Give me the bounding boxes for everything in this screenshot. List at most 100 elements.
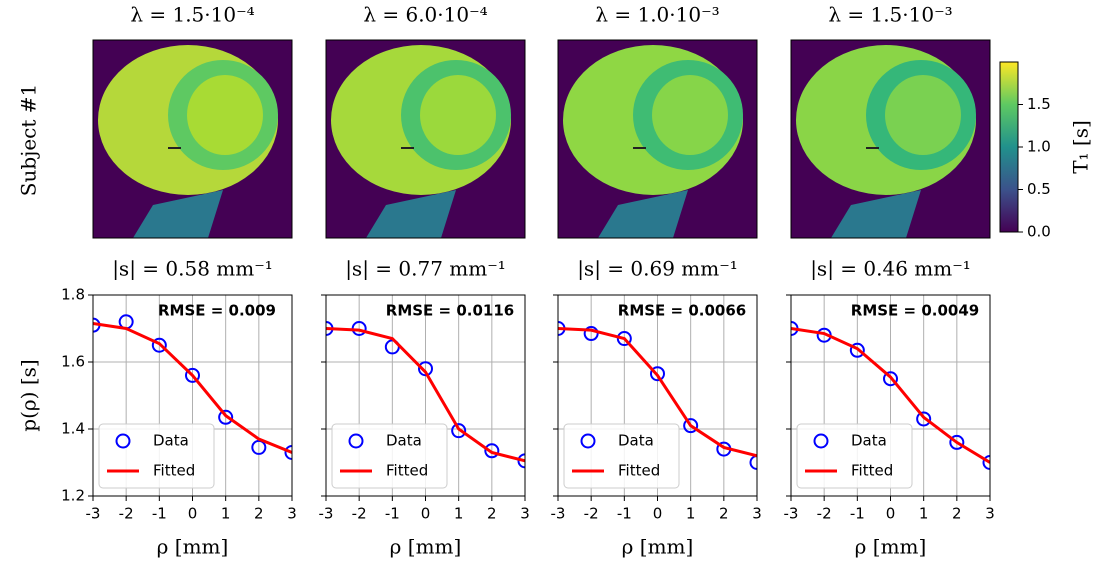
y-tick-label: 1.8 — [61, 286, 85, 304]
data-point — [916, 411, 932, 427]
annotation: RMSE = 0.009 — [158, 302, 276, 320]
data-point — [418, 361, 433, 377]
chart-title: |s| = 0.77 mm⁻¹ — [345, 257, 506, 282]
image-lower-tissue — [831, 190, 921, 238]
x-tick-label: -1 — [152, 505, 167, 523]
x-tick-label: -3 — [319, 505, 334, 523]
image-lower-tissue — [366, 190, 456, 238]
legend-label: Fitted — [851, 462, 893, 480]
x-tick-label: 3 — [985, 505, 995, 523]
legend-label: Fitted — [386, 462, 428, 480]
legend-label: Data — [386, 432, 422, 450]
x-tick-label: 1 — [454, 505, 464, 523]
x-tick-label: -2 — [584, 505, 599, 523]
x-axis-label: ρ [mm] — [157, 535, 229, 559]
x-tick-label: 2 — [952, 505, 962, 523]
fitted-line — [791, 327, 990, 464]
legend-label: Fitted — [618, 462, 660, 480]
x-tick-label: 3 — [287, 505, 297, 523]
colorbar — [999, 61, 1019, 233]
x-axis-label: ρ [mm] — [855, 535, 927, 559]
image-frame — [557, 39, 758, 239]
data-point — [218, 409, 234, 425]
axes-frame — [790, 294, 991, 497]
data-point — [982, 455, 990, 470]
annotation: RMSE = 0.0066 — [618, 302, 746, 320]
image-title: λ = 1.5·10⁻⁴ — [130, 3, 254, 27]
chart-title: |s| = 0.69 mm⁻¹ — [577, 257, 738, 282]
colorbar-tick-label: 0.5 — [1027, 180, 1051, 198]
data-point — [185, 367, 200, 383]
colorbar-tick-label: 1.5 — [1027, 95, 1051, 113]
x-tick-label: -2 — [352, 505, 367, 523]
data-point — [849, 342, 865, 358]
image-frame — [790, 39, 991, 239]
x-tick-label: -1 — [385, 505, 400, 523]
image-ventricle — [420, 75, 496, 155]
colorbar-tick-label: 1.0 — [1027, 138, 1051, 156]
legend-label: Fitted — [153, 462, 195, 480]
x-axis-label: ρ [mm] — [622, 535, 694, 559]
image-panel — [325, 39, 526, 239]
y-tick-label: 1.2 — [61, 487, 85, 505]
annotation: RMSE = 0.0049 — [851, 302, 979, 320]
x-tick-label: -1 — [850, 505, 865, 523]
image-panel — [92, 39, 293, 239]
image-ventricle — [187, 75, 263, 155]
fitted-line — [93, 321, 292, 454]
image-lower-tissue — [598, 190, 688, 238]
image-lower-tissue — [133, 190, 223, 238]
fitted-line — [558, 327, 757, 458]
data-point — [683, 418, 699, 434]
image-title: λ = 6.0·10⁻⁴ — [363, 3, 487, 27]
x-tick-label: 0 — [886, 505, 896, 523]
legend-marker — [115, 433, 131, 449]
legend-label: Data — [153, 432, 189, 450]
x-tick-label: 3 — [752, 505, 762, 523]
axes-frame — [92, 294, 293, 497]
colorbar-tick-label: 0.0 — [1027, 223, 1051, 241]
data-point — [517, 453, 525, 469]
x-tick-label: 0 — [188, 505, 198, 523]
data-point — [949, 434, 965, 450]
x-tick-label: 0 — [653, 505, 663, 523]
image-ventricle — [885, 75, 961, 155]
legend-marker — [580, 433, 596, 449]
row-label: Subject #1 — [17, 84, 41, 197]
x-tick-label: -3 — [784, 505, 799, 523]
x-tick-label: 2 — [719, 505, 729, 523]
data-point — [251, 439, 267, 455]
chart-title: |s| = 0.46 mm⁻¹ — [810, 257, 971, 282]
legend-label: Data — [851, 432, 887, 450]
y-axis-label: p(ρ) [s] — [17, 359, 41, 431]
image-panel — [557, 39, 758, 239]
image-title: λ = 1.5·10⁻³ — [828, 3, 952, 27]
y-tick-label: 1.4 — [61, 420, 85, 438]
x-tick-label: -3 — [551, 505, 566, 523]
x-tick-label: 2 — [254, 505, 264, 523]
image-panel — [790, 39, 991, 239]
data-point — [451, 423, 467, 439]
x-tick-label: 0 — [421, 505, 431, 523]
image-title: λ = 1.0·10⁻³ — [595, 3, 719, 27]
x-tick-label: 1 — [221, 505, 231, 523]
x-tick-label: 1 — [919, 505, 929, 523]
annotation: RMSE = 0.0116 — [386, 302, 514, 320]
image-ventricle — [652, 75, 728, 155]
legend-marker — [348, 433, 364, 449]
data-point — [484, 443, 500, 459]
chart-title: |s| = 0.58 mm⁻¹ — [112, 257, 273, 282]
x-tick-label: -2 — [817, 505, 832, 523]
axes-frame — [325, 294, 526, 497]
image-frame — [92, 39, 293, 239]
data-point — [151, 337, 167, 353]
data-point — [284, 444, 292, 460]
colorbar-label: T₁ [s] — [1069, 120, 1093, 174]
fitted-line — [326, 327, 525, 463]
axes-frame — [557, 294, 758, 497]
x-tick-label: -1 — [617, 505, 632, 523]
data-point — [650, 366, 665, 382]
x-tick-label: -2 — [119, 505, 134, 523]
x-tick-label: 2 — [487, 505, 497, 523]
